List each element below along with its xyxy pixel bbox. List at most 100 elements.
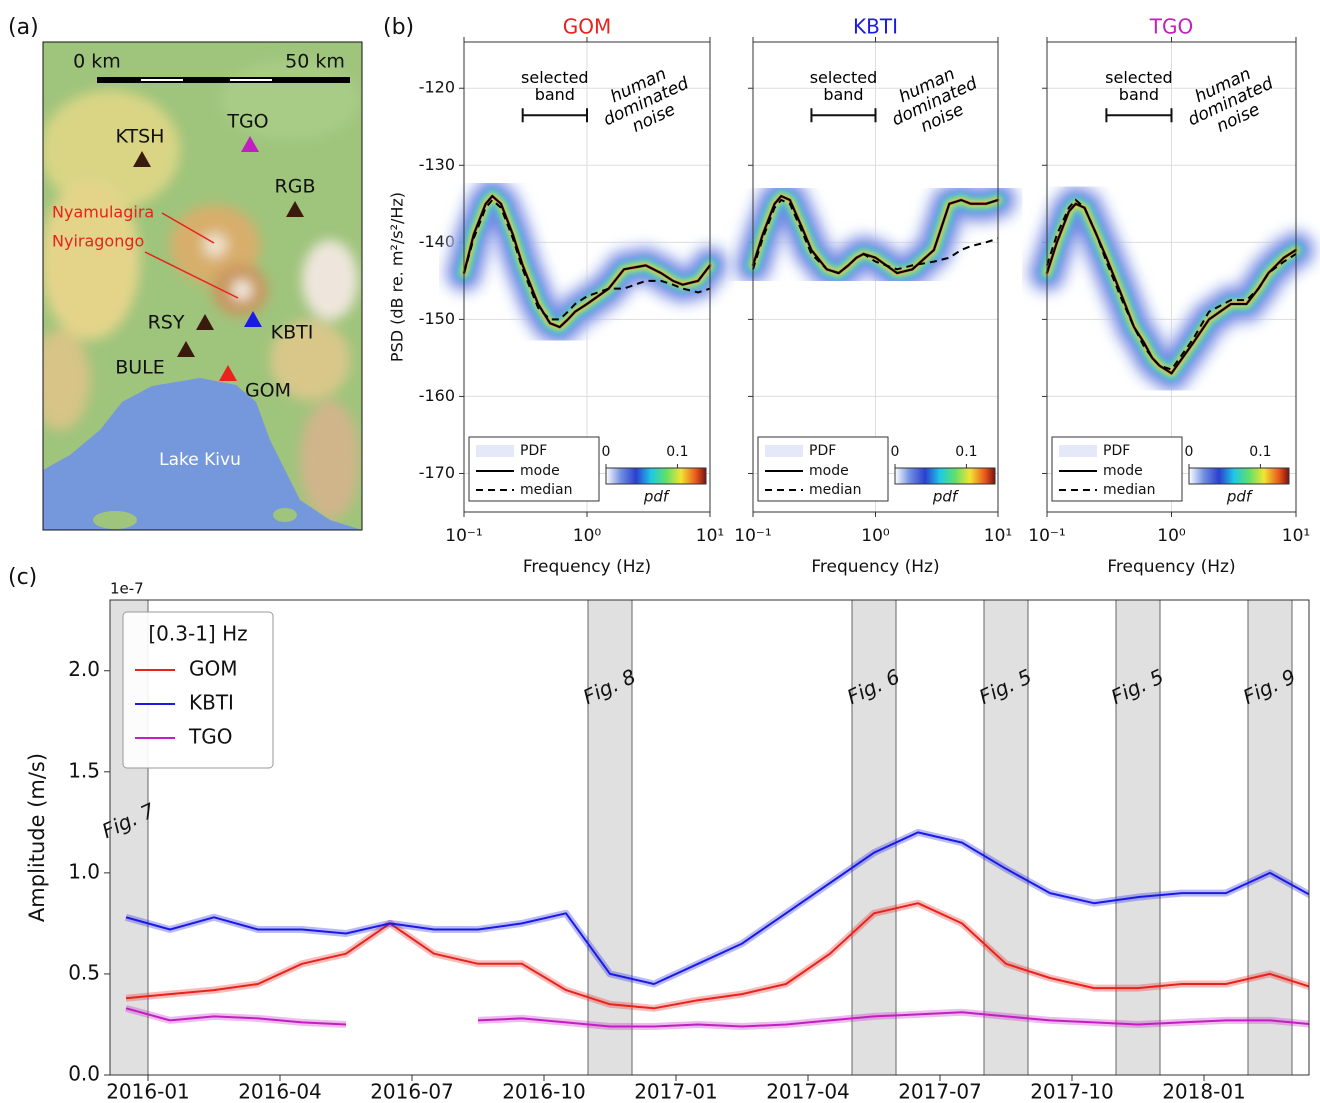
chart-title: KBTI [853,15,898,39]
offset-label: 1e-7 [110,580,144,598]
station-label: BULE [115,357,165,379]
x-axis-label: Frequency (Hz) [811,557,939,577]
colorbar-tick-label: 0.1 [955,444,977,460]
legend-label: mode [809,463,849,479]
x-tick-label: 10⁰ [861,526,890,546]
lake-label: Lake Kivu [159,450,241,470]
chart-title: TGO [1149,15,1193,39]
plot-area [110,600,1314,1075]
band-label: selected band [515,70,595,104]
y-tick-label: 1.0 [68,859,100,883]
band-bracket [1106,108,1171,122]
legend-swatch [1059,445,1097,457]
y-tick-label: -120 [419,78,455,97]
legend-swatch [476,445,514,457]
x-axis-label: Frequency (Hz) [1107,557,1235,577]
station-label: GOM [245,380,291,402]
x-tick-label: 10⁻¹ [734,526,771,546]
y-tick-label: 2.0 [68,657,100,681]
colorbar-tick-label: 0 [891,444,900,460]
y-tick-label: 0.5 [68,960,100,984]
band-label-box: selected band [515,70,595,110]
legend-label: median [1103,482,1155,498]
colorbar-tick-label: 0.1 [1249,444,1271,460]
x-tick-label: 2017-01 [634,1080,718,1103]
x-tick-label: 2016-10 [502,1080,586,1103]
legend-label: median [520,482,572,498]
legend-label: mode [1103,463,1143,479]
x-tick-label: 2016-04 [238,1080,322,1103]
noise-label-box: human dominated noise [1170,55,1299,165]
x-tick-label: 10¹ [1282,526,1310,546]
legend-label: PDF [520,443,547,459]
band-label: selected band [1099,70,1179,104]
x-tick-label: 10⁻¹ [445,526,482,546]
station-label: RGB [275,176,316,198]
legend-label: median [809,482,861,498]
noise-label: human dominated noise [585,55,707,150]
station-label: KTSH [116,126,165,148]
x-tick-label: 10⁰ [1157,526,1186,546]
legend-label: TGO [188,725,232,749]
island [93,511,137,529]
x-axis-label: Frequency (Hz) [523,557,651,577]
colorbar [606,468,706,484]
colorbar-label: pdf [932,488,960,506]
colorbar-tick-label: 0 [602,444,611,460]
band-label: selected band [803,70,883,104]
chart-title: GOM [563,15,612,39]
legend-label: mode [520,463,560,479]
noise-label: human dominated noise [874,55,996,150]
scale-label: 0 km [73,51,121,73]
station-label: TGO [226,111,268,133]
legend-swatch [765,445,803,457]
y-tick-label: -130 [419,155,455,174]
x-tick-label: 2017-07 [898,1080,982,1103]
noise-label-box: human dominated noise [585,55,714,165]
scale-label: 50 km [285,51,345,73]
y-axis-label: PSD (dB re. m²/s²/Hz) [388,192,407,362]
noise-label-box: human dominated noise [874,55,1003,165]
y-tick-label: -170 [419,463,455,482]
x-tick-label: 2016-01 [106,1080,190,1103]
y-tick-label: 0.0 [68,1062,100,1086]
x-tick-label: 2017-04 [766,1080,850,1103]
station-label: KBTI [271,322,314,344]
colorbar-tick-label: 0 [1185,444,1194,460]
y-axis-label: Amplitude (m/s) [25,753,49,922]
x-tick-label: 10⁻¹ [1028,526,1065,546]
legend-label: PDF [1103,443,1130,459]
scale-bar [97,77,350,83]
scale-bar-segment [97,77,350,83]
legend-label: GOM [189,657,238,681]
legend-title: [0.3-1] Hz [148,622,247,646]
x-tick-label: 10¹ [984,526,1012,546]
band-label-box: selected band [803,70,883,110]
panel-label: (a) [8,15,39,40]
colorbar [895,468,995,484]
y-tick-label: -160 [419,386,455,405]
y-tick-label: 1.5 [68,758,100,782]
panel-label: (b) [383,15,414,40]
figure: (a) (b) (c) 0 km 50 km Nyamulagira Nyira… [0,0,1320,1103]
station-label: RSY [148,312,185,334]
legend-label: PDF [809,443,836,459]
band-bracket [811,108,875,122]
x-tick-label: 10⁰ [573,526,602,546]
x-tick-label: 2018-01 [1162,1080,1246,1103]
colorbar-tick-label: 0.1 [666,444,688,460]
legend-label: KBTI [189,691,234,715]
x-tick-label: 10¹ [696,526,724,546]
scale-bar-segment [230,79,272,81]
volcano-label: Nyamulagira [52,203,154,222]
volcano-label: Nyiragongo [52,232,144,251]
band-label-box: selected band [1099,70,1179,110]
scale-bar-segment [141,79,183,81]
y-tick-label: -150 [419,309,455,328]
noise-label: human dominated noise [1170,55,1292,150]
x-tick-label: 2016-07 [370,1080,454,1103]
island [273,508,297,522]
panel-label: (c) [8,565,37,590]
x-tick-label: 2017-10 [1030,1080,1114,1103]
colorbar-label: pdf [1226,488,1254,506]
